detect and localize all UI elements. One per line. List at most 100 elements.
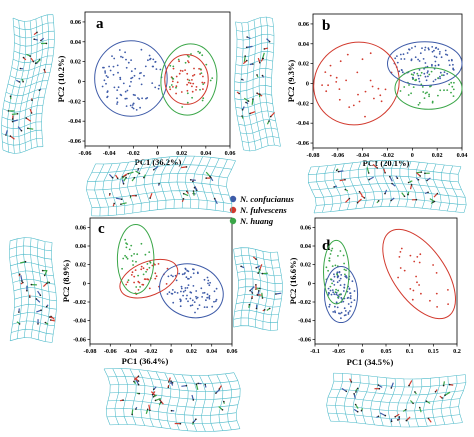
landmark-point bbox=[355, 404, 357, 406]
scatter-point bbox=[205, 299, 207, 301]
scatter-point bbox=[328, 306, 330, 308]
scatter-point bbox=[418, 104, 420, 106]
landmark-vector bbox=[260, 264, 262, 269]
y-tick-label: -0.04 bbox=[73, 318, 86, 325]
landmark-point bbox=[406, 420, 408, 422]
landmark-point bbox=[135, 195, 137, 197]
landmark-point bbox=[168, 381, 170, 383]
scatter-point bbox=[348, 106, 350, 108]
grid-row-line bbox=[3, 147, 43, 154]
scatter-point bbox=[177, 81, 179, 83]
scatter-point bbox=[184, 290, 186, 292]
scatter-point bbox=[116, 89, 118, 91]
y-tick-label: -0.02 bbox=[296, 100, 309, 107]
scatter-point bbox=[443, 89, 445, 91]
landmark-point bbox=[197, 383, 199, 385]
scatter-point bbox=[114, 87, 116, 89]
scatter-point bbox=[207, 293, 209, 295]
scatter-point bbox=[400, 58, 402, 60]
scatter-point bbox=[403, 53, 405, 55]
landmark-point bbox=[412, 403, 414, 405]
landmark-point bbox=[37, 323, 39, 325]
panel-c-ylabel: PC2 (8.9%) bbox=[61, 260, 71, 303]
grid-col-line bbox=[253, 20, 262, 148]
landmark-point bbox=[209, 176, 211, 178]
scatter-point bbox=[135, 269, 137, 271]
landmark-point bbox=[405, 409, 407, 411]
scatter-point bbox=[429, 300, 431, 302]
landmark-point bbox=[252, 63, 254, 65]
scatter-point bbox=[397, 62, 399, 64]
scatter-point bbox=[451, 86, 453, 88]
landmark-point bbox=[113, 203, 115, 205]
scatter-point bbox=[434, 56, 436, 58]
scatter-point bbox=[202, 100, 204, 102]
grid-row-line bbox=[92, 165, 232, 173]
scatter-point bbox=[400, 90, 402, 92]
landmark-vector bbox=[116, 198, 122, 199]
scatter-point bbox=[415, 276, 417, 278]
scatter-point bbox=[345, 269, 347, 271]
landmark-point bbox=[223, 401, 225, 403]
x-tick-label: -0.04 bbox=[356, 152, 369, 159]
scatter-point bbox=[132, 104, 134, 106]
scatter-point bbox=[437, 95, 439, 97]
grid-row-line bbox=[87, 173, 227, 181]
scatter-point bbox=[337, 307, 339, 309]
landmark-point bbox=[246, 36, 248, 38]
scatter-point bbox=[152, 66, 154, 68]
scatter-point bbox=[131, 70, 133, 72]
scatter-point bbox=[339, 99, 341, 101]
scatter-point bbox=[436, 293, 438, 295]
landmark-point bbox=[421, 171, 423, 173]
grid-row-line bbox=[110, 393, 240, 400]
scatter-point bbox=[433, 50, 435, 52]
landmark-point bbox=[357, 411, 359, 413]
grid-col-line bbox=[113, 369, 119, 425]
landmark-point bbox=[160, 401, 162, 403]
scatter-point bbox=[352, 280, 354, 282]
scatter-point bbox=[419, 102, 421, 104]
confidence-ellipse bbox=[152, 255, 231, 326]
landmark-point bbox=[195, 418, 197, 420]
grid-row-line bbox=[106, 409, 236, 416]
scatter-point bbox=[440, 72, 442, 74]
scatter-point bbox=[168, 276, 170, 278]
grid-row-line bbox=[314, 207, 464, 214]
scatter-point bbox=[201, 54, 203, 56]
grid-row-line bbox=[2, 138, 42, 145]
scatter-point bbox=[169, 65, 171, 67]
scatter-point bbox=[450, 82, 452, 84]
scatter-point bbox=[415, 79, 417, 81]
scatter-point bbox=[335, 265, 337, 267]
scatter-point bbox=[324, 71, 326, 73]
scatter-point bbox=[141, 49, 143, 51]
scatter-point bbox=[107, 96, 109, 98]
scatter-point bbox=[354, 299, 356, 301]
grid-d-bottom bbox=[327, 373, 466, 427]
x-tick-label: 0.15 bbox=[428, 348, 439, 355]
scatter-point bbox=[425, 47, 427, 49]
scatter-point bbox=[435, 79, 437, 81]
scatter-point bbox=[436, 306, 438, 308]
scatter-point bbox=[170, 275, 172, 277]
x-tick-label: 0.04 bbox=[206, 348, 217, 355]
scatter-point bbox=[143, 274, 145, 276]
panel-d-xlabel: PC1 (34.5%) bbox=[347, 357, 394, 367]
scatter-point bbox=[413, 261, 415, 263]
scatter-point bbox=[364, 116, 366, 118]
scatter-point bbox=[419, 81, 421, 83]
x-tick-label: -0.08 bbox=[84, 348, 97, 355]
y-tick-label: 0.02 bbox=[298, 61, 309, 68]
scatter-point bbox=[104, 79, 106, 81]
panel-a-ellipses bbox=[95, 40, 222, 119]
confidence-ellipse bbox=[298, 27, 414, 141]
landmark-point bbox=[139, 173, 141, 175]
scatter-point bbox=[204, 279, 206, 281]
scatter-point bbox=[431, 65, 433, 67]
scatter-point bbox=[119, 49, 121, 51]
landmark-point bbox=[391, 421, 393, 423]
scatter-point bbox=[400, 54, 402, 56]
scatter-point bbox=[329, 304, 331, 306]
y-tick-label: -0.02 bbox=[73, 299, 86, 306]
